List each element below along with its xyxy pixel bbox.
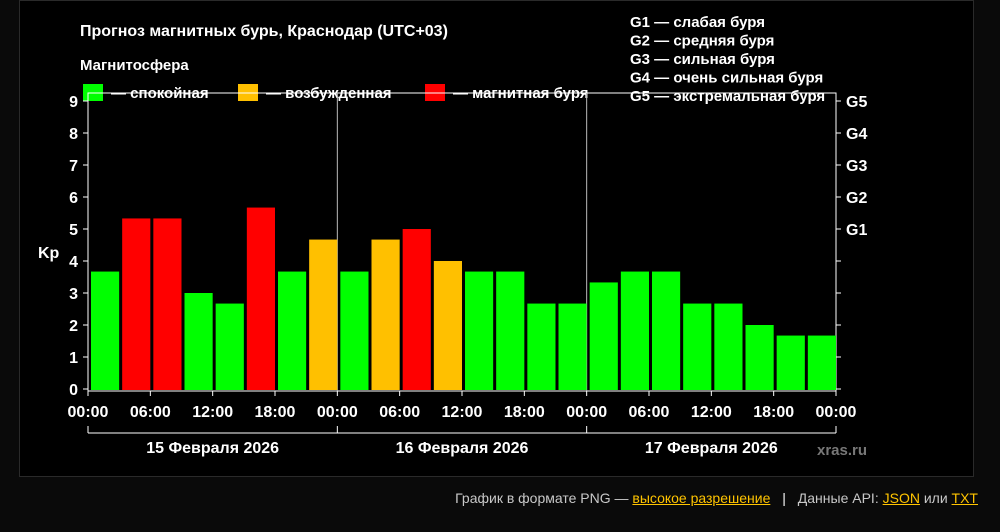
json-link[interactable]: JSON — [882, 490, 920, 506]
y-tick-label: 2 — [69, 318, 78, 335]
y-tick-label: 5 — [69, 222, 78, 239]
y-axis-label: Kp — [38, 245, 60, 262]
x-tick-label: 00:00 — [68, 404, 109, 421]
y-tick-label: 0 — [69, 382, 78, 399]
day-label: 15 Февраля 2026 — [146, 440, 279, 457]
x-tick-label: 06:00 — [379, 404, 420, 421]
storm-scale-item: G1 — слабая буря — [630, 14, 765, 31]
kp-bar — [371, 239, 400, 390]
g-level-label: G3 — [846, 158, 867, 175]
y-tick-label: 8 — [69, 126, 78, 143]
kp-bar — [340, 271, 369, 390]
kp-bar — [745, 325, 774, 390]
storm-scale-item: G2 — средняя буря — [630, 33, 774, 50]
kp-bar — [714, 303, 743, 390]
storm-scale-item: G5 — экстремальная буря — [630, 88, 825, 105]
g-level-label: G2 — [846, 190, 867, 207]
kp-bar — [122, 218, 151, 390]
txt-link[interactable]: TXT — [951, 490, 978, 506]
kp-bar — [807, 335, 836, 390]
kp-bar — [215, 303, 244, 390]
kp-bar — [683, 303, 712, 390]
x-tick-label: 12:00 — [691, 404, 732, 421]
x-tick-label: 18:00 — [255, 404, 296, 421]
hires-link[interactable]: высокое разрешение — [632, 490, 771, 506]
y-tick-label: 1 — [69, 350, 78, 367]
kp-bar — [433, 261, 462, 390]
x-tick-label: 00:00 — [317, 404, 358, 421]
kp-bar — [91, 271, 120, 390]
x-tick-label: 00:00 — [816, 404, 857, 421]
day-label: 17 Февраля 2026 — [645, 440, 778, 457]
kp-bar — [776, 335, 805, 390]
kp-bar — [589, 282, 618, 390]
kp-bar — [496, 271, 525, 390]
x-tick-label: 12:00 — [192, 404, 233, 421]
kp-bar — [246, 207, 275, 390]
x-tick-label: 12:00 — [442, 404, 483, 421]
legend-title: Магнитосфера — [80, 57, 189, 74]
x-tick-label: 18:00 — [504, 404, 545, 421]
y-tick-label: 7 — [69, 158, 78, 175]
kp-bar — [184, 293, 213, 390]
footer-separator: | — [782, 490, 786, 506]
y-tick-label: 6 — [69, 190, 78, 207]
api-text: Данные API: — [797, 490, 879, 506]
storm-scale-item: G4 — очень сильная буря — [630, 70, 823, 87]
chart-title: Прогноз магнитных бурь, Краснодар (UTC+0… — [80, 23, 448, 40]
kp-bar — [465, 271, 494, 390]
kp-bar — [309, 239, 338, 390]
kp-bar — [558, 303, 587, 390]
kp-bar — [278, 271, 307, 390]
storm-scale-item: G3 — сильная буря — [630, 51, 775, 68]
kp-bar — [652, 271, 681, 390]
x-tick-label: 06:00 — [130, 404, 171, 421]
g-level-label: G5 — [846, 94, 867, 111]
x-tick-label: 00:00 — [566, 404, 607, 421]
kp-chart: Прогноз магнитных бурь, Краснодар (UTC+0… — [38, 14, 867, 459]
day-label: 16 Февраля 2026 — [396, 440, 529, 457]
x-tick-label: 18:00 — [753, 404, 794, 421]
footer: График в формате PNG — высокое разрешени… — [0, 490, 978, 506]
watermark: xras.ru — [817, 442, 867, 459]
g-level-label: G1 — [846, 222, 867, 239]
x-tick-label: 06:00 — [629, 404, 670, 421]
g-level-label: G4 — [846, 126, 867, 143]
chart-panel: Прогноз магнитных бурь, Краснодар (UTC+0… — [19, 0, 974, 477]
kp-bar — [527, 303, 556, 390]
kp-bar — [153, 218, 182, 390]
kp-bar — [402, 229, 431, 390]
y-tick-label: 9 — [69, 94, 78, 111]
y-tick-label: 3 — [69, 286, 78, 303]
kp-bar — [620, 271, 649, 390]
png-text: График в формате PNG — — [455, 490, 629, 506]
y-tick-label: 4 — [69, 254, 78, 271]
or-text: или — [923, 490, 948, 506]
